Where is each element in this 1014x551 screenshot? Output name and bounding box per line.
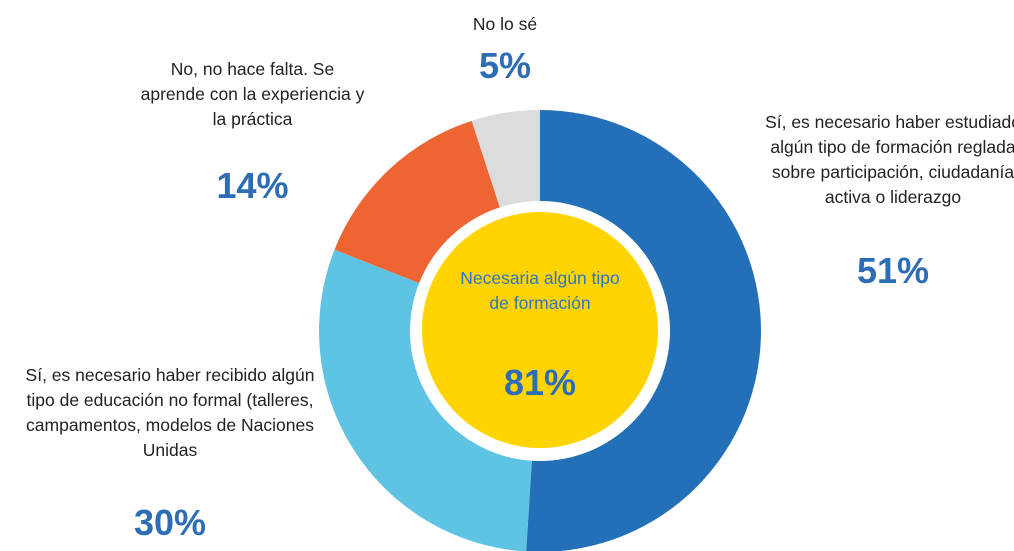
segment-label: No lo sé	[472, 14, 538, 34]
donut-segment	[319, 249, 532, 551]
donut-segment	[526, 110, 761, 551]
segment-label: Sí, es necesario haber recibido algún ti…	[25, 365, 315, 460]
segment-value: 14%	[216, 165, 289, 206]
donut-segment	[471, 110, 540, 208]
segment-value: 5%	[478, 45, 532, 86]
segment-value: 30%	[133, 502, 207, 543]
donut-segment	[334, 120, 500, 284]
segment-value: 51%	[856, 250, 930, 291]
segment-label: No, no hace falta. Se aprende con la exp…	[140, 59, 365, 129]
center-value: 81%	[503, 362, 577, 403]
center-label: Necesaria algún tipo de formación	[460, 268, 620, 313]
segment-label: Sí, es necesario haber estudiado algún t…	[765, 112, 1014, 207]
center-circle	[422, 212, 658, 448]
